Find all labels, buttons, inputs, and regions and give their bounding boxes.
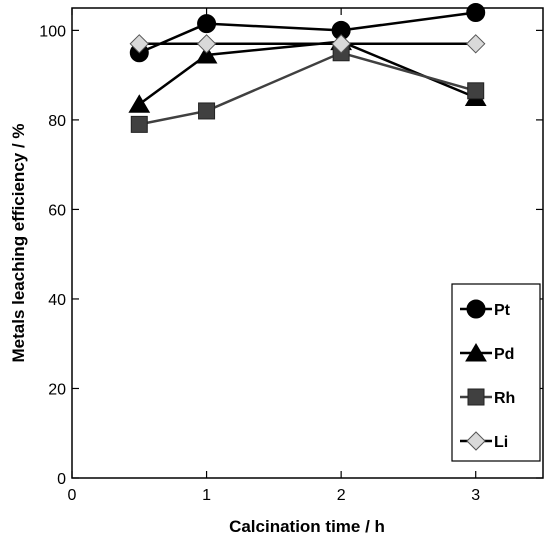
data-point-rh: [467, 82, 485, 100]
y-axis-title: Metals leaching efficiency / %: [9, 123, 28, 362]
series-line-pt: [138, 11, 476, 54]
axis-ticks: 0 1 2 3 0 20 40 60 80 100: [39, 8, 543, 504]
legend-label-rh: Rh: [494, 390, 515, 407]
legend-label-pd: Pd: [494, 346, 514, 363]
legend-label-pt: Pt: [494, 302, 511, 319]
series-line-pd: [138, 40, 477, 106]
x-axis-title: Calcination time / h: [229, 517, 385, 536]
y-tick-label: 0: [57, 471, 66, 488]
series-layer: [128, 2, 487, 133]
data-point-rh: [198, 102, 216, 120]
data-point-li: [331, 34, 351, 54]
x-tick-label: 0: [68, 487, 77, 504]
legend-marker-rh: [467, 388, 485, 406]
legend-box: [451, 283, 541, 462]
data-point-pt: [466, 2, 486, 22]
legend-marker-pt: [466, 299, 486, 319]
legend-label-li: Li: [494, 434, 508, 451]
y-tick-label: 20: [48, 381, 66, 398]
data-point-pd: [128, 94, 151, 113]
data-point-li: [196, 34, 217, 54]
data-point-li: [129, 34, 149, 54]
data-point-rh: [130, 115, 148, 133]
data-point-li: [466, 34, 486, 54]
legend: Pt Pd Rh Li: [451, 283, 541, 462]
y-tick-label: 60: [48, 202, 66, 219]
y-tick-label: 40: [48, 292, 66, 309]
x-tick-label: 2: [337, 487, 346, 504]
x-tick-label: 3: [471, 487, 480, 504]
y-tick-label: 80: [48, 113, 66, 130]
series-line-rh: [139, 51, 477, 126]
plot-frame: [71, 7, 544, 479]
legend-marker-li: [466, 431, 486, 451]
y-tick-label: 100: [39, 23, 66, 40]
data-point-pt: [197, 14, 217, 34]
data-point-pd: [195, 45, 218, 64]
x-tick-label: 1: [202, 487, 211, 504]
legend-marker-pd: [465, 343, 487, 362]
